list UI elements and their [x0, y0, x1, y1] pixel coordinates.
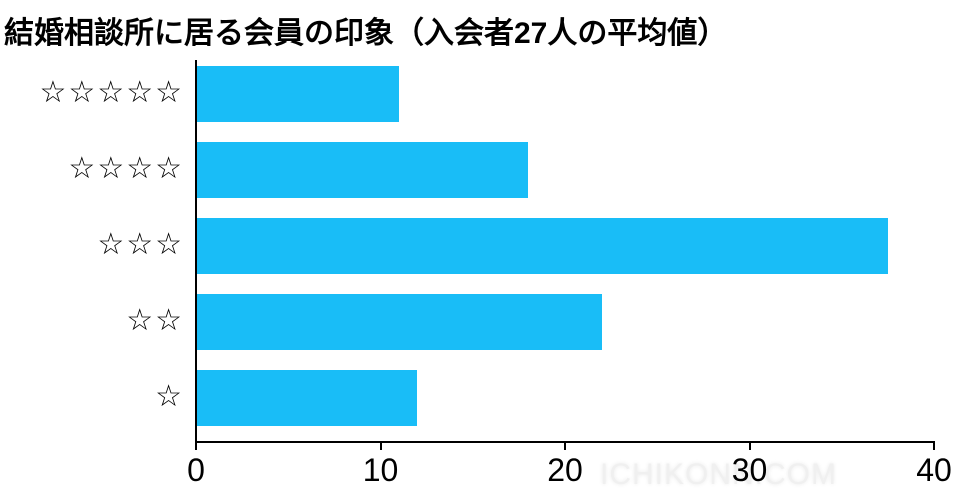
x-tick-mark: [749, 442, 751, 450]
y-axis-label: ☆☆☆☆: [68, 151, 184, 186]
x-tick-mark: [195, 442, 197, 450]
x-tick-label: 40: [916, 452, 952, 489]
y-axis: [195, 60, 197, 442]
bar: [196, 218, 888, 274]
x-tick-mark: [380, 442, 382, 450]
y-axis-label: ☆☆: [126, 303, 184, 338]
bar: [196, 294, 602, 350]
x-tick-label: 0: [187, 452, 205, 489]
chart-title: 結婚相談所に居る会員の印象（入会者27人の平均値）: [4, 8, 727, 52]
x-tick-label: 10: [363, 452, 399, 489]
chart-container: 結婚相談所に居る会員の印象（入会者27人の平均値） ICHIKONN.COM ☆…: [0, 0, 960, 504]
watermark-text: ICHIKONN.COM: [600, 458, 837, 492]
bar: [196, 142, 528, 198]
y-axis-label: ☆☆☆☆☆: [40, 75, 184, 110]
y-axis-label: ☆☆☆: [97, 227, 184, 262]
bar: [196, 66, 399, 122]
bar: [196, 370, 417, 426]
x-tick-label: 20: [547, 452, 583, 489]
x-tick-label: 30: [732, 452, 768, 489]
y-axis-label: ☆: [155, 379, 184, 414]
chart-plot-area: [196, 66, 934, 442]
x-tick-mark: [933, 442, 935, 450]
x-tick-mark: [564, 442, 566, 450]
